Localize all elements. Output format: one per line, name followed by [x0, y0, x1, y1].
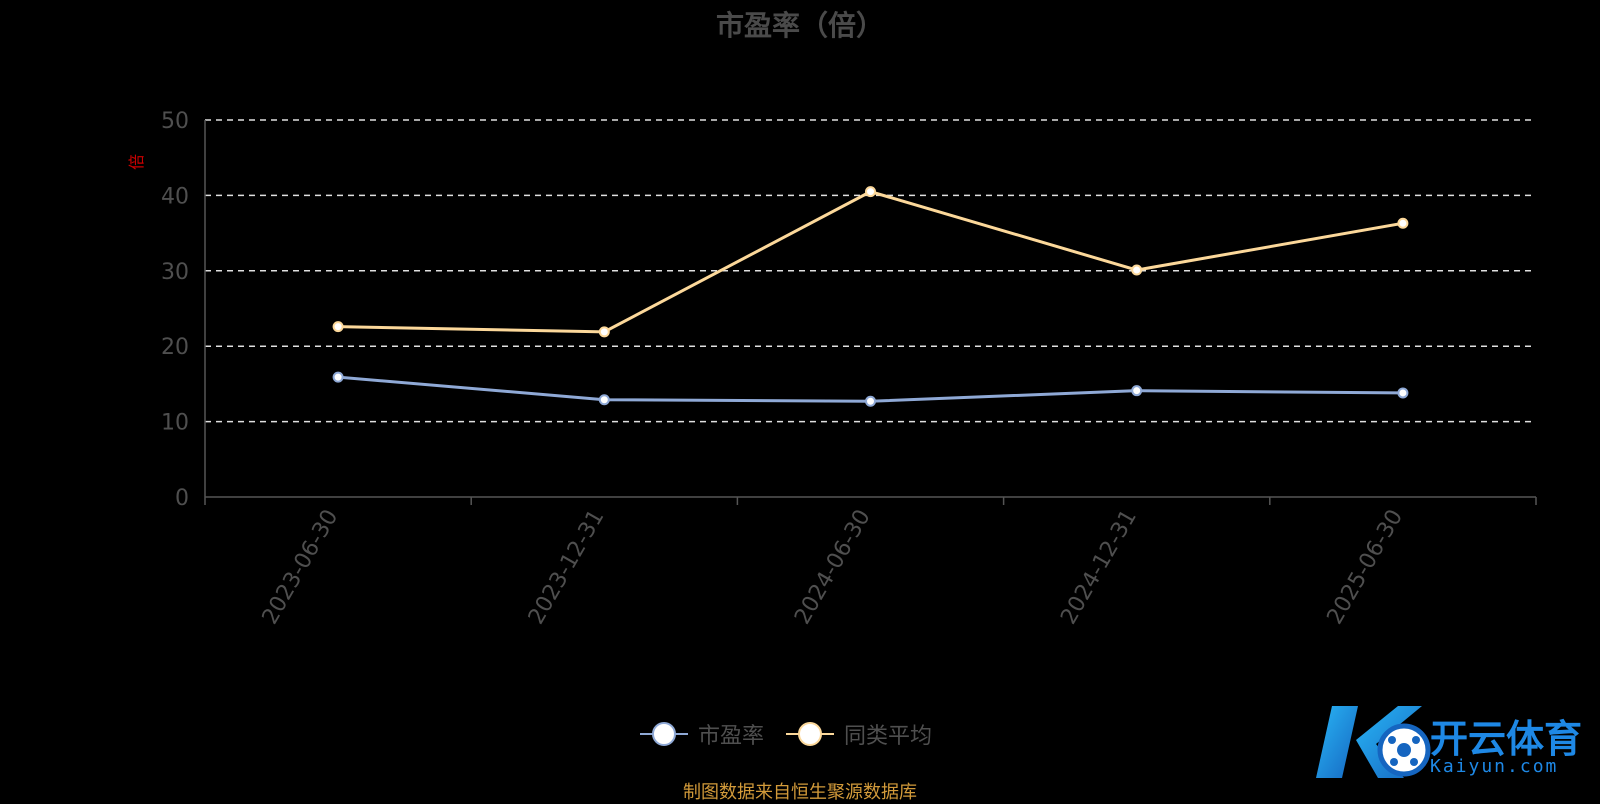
- legend-item-peer-average[interactable]: 同类平均: [786, 718, 932, 750]
- data-point-0: [1131, 385, 1143, 397]
- y-unit-label: 倍: [127, 154, 146, 170]
- data-point-0: [598, 394, 610, 406]
- legend-item-pe[interactable]: 市盈率: [640, 718, 764, 750]
- x-tick-label: 2024-12-31: [1056, 506, 1142, 629]
- data-point-1: [865, 186, 876, 198]
- legend-marker-pe: [640, 722, 688, 746]
- y-tick-label: 0: [175, 486, 189, 511]
- series-line-1: [338, 190, 1404, 334]
- y-tick-label: 40: [161, 184, 189, 209]
- x-tick-label: 2023-12-31: [524, 506, 610, 629]
- data-point-1: [1397, 217, 1409, 229]
- watermark-logo: [1316, 706, 1431, 778]
- data-point-0: [1397, 387, 1409, 399]
- data-point-1: [1131, 264, 1143, 276]
- data-point-1: [332, 321, 344, 333]
- legend-label-pe: 市盈率: [698, 724, 765, 749]
- data-point-0: [865, 395, 876, 407]
- source-note: 制图数据来自恒生聚源数据库: [683, 782, 917, 803]
- legend-label-peer-average: 同类平均: [844, 724, 933, 749]
- watermark-brand: 开云体育: [1430, 717, 1583, 761]
- legend[interactable]: 市盈率 同类平均: [640, 718, 932, 750]
- y-tick-label: 20: [161, 335, 189, 360]
- data-point-1: [598, 326, 610, 338]
- chart-title: 市盈率（倍）: [715, 9, 884, 42]
- y-tick-label: 10: [161, 411, 189, 436]
- x-tick-label: 2023-06-30: [258, 506, 344, 629]
- y-tick-label: 50: [161, 109, 189, 134]
- watermark-domain: Kaiyun.com: [1430, 756, 1559, 777]
- x-tick-label: 2024-06-30: [790, 506, 876, 629]
- legend-marker-peer-average: [786, 722, 835, 746]
- x-tick-label: 2025-06-30: [1323, 506, 1409, 629]
- y-tick-label: 30: [161, 260, 189, 285]
- data-point-0: [332, 371, 344, 383]
